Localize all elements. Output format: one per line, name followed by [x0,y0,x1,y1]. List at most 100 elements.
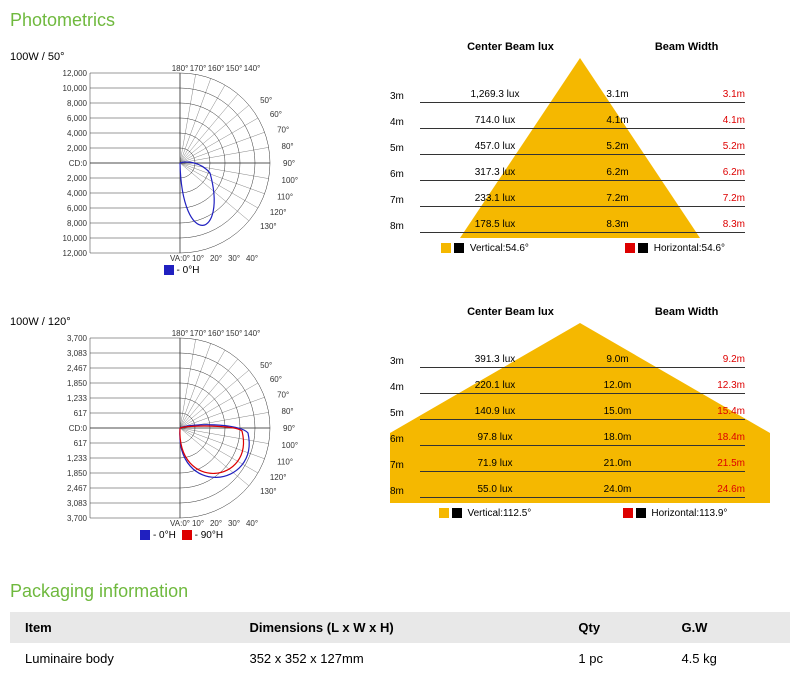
polar-chart: 12,000 10,000 8,000 6,000 4,000 2,000 CD:0 2,00… [40,63,320,263]
svg-text:140°: 140° [244,329,261,338]
svg-text:160°: 160° [208,64,225,73]
pkg-cell: 352 x 352 x 127mm [234,643,563,674]
svg-text:110°: 110° [277,193,293,202]
svg-text:170°: 170° [190,329,207,338]
packaging-title: Packaging information [10,581,790,602]
svg-text:110°: 110° [277,458,293,467]
svg-text:2,000: 2,000 [67,174,88,183]
packaging-table: Item Dimensions (L x W x H) Qty G.W Lumi… [10,612,790,674]
svg-text:170°: 170° [190,64,207,73]
pkg-cell: Luminaire body [10,643,234,674]
variant-label: 100W / 120° [10,316,350,328]
svg-text:2,467: 2,467 [67,484,88,493]
svg-text:3,083: 3,083 [67,499,88,508]
beam-row: 3m 1,269.3 lux 3.1m 3.1m [390,83,770,109]
beam-row: 3m 391.3 lux 9.0m 9.2m [390,348,770,374]
polar-legend: - 0°H [40,265,320,276]
svg-text:150°: 150° [226,64,243,73]
svg-text:130°: 130° [260,487,277,496]
beam-row: 4m 220.1 lux 12.0m 12.3m [390,374,770,400]
svg-text:CD:0: CD:0 [69,424,88,433]
beam-row: 5m 457.0 lux 5.2m 5.2m [390,135,770,161]
beam-row: 8m 178.5 lux 8.3m 8.3m [390,213,770,239]
svg-text:20°: 20° [210,254,222,263]
beam-row: 8m 55.0 lux 24.0m 24.6m [390,478,770,504]
svg-text:8,000: 8,000 [67,99,88,108]
pkg-header: G.W [666,612,790,643]
pkg-cell: 4.5 kg [666,643,790,674]
svg-text:180°: 180° [172,329,189,338]
photometric-variant: 100W / 120° 3,700 3,083 2,467 1,850 1,233 617… [10,306,790,541]
svg-text:50°: 50° [260,96,272,105]
svg-text:2,000: 2,000 [67,144,88,153]
beam-legend: Vertical:54.6° Horizontal:54.6° [390,243,770,254]
svg-text:60°: 60° [270,375,282,384]
svg-text:120°: 120° [270,473,287,482]
pkg-header: Dimensions (L x W x H) [234,612,563,643]
beam-row: 5m 140.9 lux 15.0m 15.4m [390,400,770,426]
svg-text:40°: 40° [246,519,258,528]
svg-text:140°: 140° [244,64,261,73]
svg-text:617: 617 [74,409,88,418]
svg-text:3,700: 3,700 [67,334,88,343]
beam-row: 7m 233.1 lux 7.2m 7.2m [390,187,770,213]
beam-row: 7m 71.9 lux 21.0m 21.5m [390,452,770,478]
svg-text:6,000: 6,000 [67,114,88,123]
variant-label: 100W / 50° [10,51,350,63]
svg-text:180°: 180° [172,64,189,73]
polar-legend: - 0°H - 90°H [40,530,320,541]
svg-text:80°: 80° [282,407,294,416]
polar-chart: 3,7003,0832,4671,8501,233617CD:06171,233… [40,328,320,528]
beam-headers: Center Beam luxBeam Width [390,306,770,318]
beam-legend: Vertical:112.5° Horizontal:113.9° [390,508,770,519]
svg-text:10°: 10° [192,254,204,263]
svg-text:2,467: 2,467 [67,364,88,373]
svg-text:120°: 120° [270,208,287,217]
beam-headers: Center Beam luxBeam Width [390,41,770,53]
svg-text:4,000: 4,000 [67,129,88,138]
svg-text:CD:0: CD:0 [69,159,88,168]
svg-text:130°: 130° [260,222,277,231]
svg-text:60°: 60° [270,110,282,119]
beam-row: 4m 714.0 lux 4.1m 4.1m [390,109,770,135]
svg-text:100°: 100° [282,176,299,185]
svg-text:12,000: 12,000 [63,249,88,258]
svg-text:90°: 90° [283,424,295,433]
svg-text:70°: 70° [277,390,289,399]
svg-text:40°: 40° [246,254,258,263]
svg-text:1,850: 1,850 [67,379,88,388]
svg-text:70°: 70° [277,125,289,134]
svg-text:4,000: 4,000 [67,189,88,198]
beam-chart: 3m 391.3 lux 9.0m 9.2m 4m 220.1 lux 12.0… [390,323,770,503]
pkg-header: Item [10,612,234,643]
photometrics-title: Photometrics [10,10,790,31]
svg-text:10,000: 10,000 [63,84,88,93]
svg-text:1,850: 1,850 [67,469,88,478]
beam-chart: 3m 1,269.3 lux 3.1m 3.1m 4m 714.0 lux 4.… [390,58,770,238]
pkg-header: Qty [563,612,666,643]
svg-text:20°: 20° [210,519,222,528]
svg-text:90°: 90° [283,159,295,168]
svg-text:VA:0°: VA:0° [170,519,190,528]
svg-text:80°: 80° [282,142,294,151]
svg-text:150°: 150° [226,329,243,338]
svg-text:160°: 160° [208,329,225,338]
svg-text:50°: 50° [260,361,272,370]
svg-text:12,000: 12,000 [63,69,88,78]
svg-text:10°: 10° [192,519,204,528]
beam-row: 6m 317.3 lux 6.2m 6.2m [390,161,770,187]
svg-text:30°: 30° [228,254,240,263]
photometric-variant: 100W / 50° 12,000 10,000 8,000 6,000 4,000 2,… [10,41,790,276]
svg-text:VA:0°: VA:0° [170,254,190,263]
beam-row: 6m 97.8 lux 18.0m 18.4m [390,426,770,452]
svg-text:3,700: 3,700 [67,514,88,523]
svg-text:10,000: 10,000 [63,234,88,243]
svg-text:30°: 30° [228,519,240,528]
svg-text:3,083: 3,083 [67,349,88,358]
svg-text:1,233: 1,233 [67,454,88,463]
svg-text:8,000: 8,000 [67,219,88,228]
svg-text:100°: 100° [282,441,299,450]
svg-text:6,000: 6,000 [67,204,88,213]
svg-text:617: 617 [74,439,88,448]
pkg-cell: 1 pc [563,643,666,674]
